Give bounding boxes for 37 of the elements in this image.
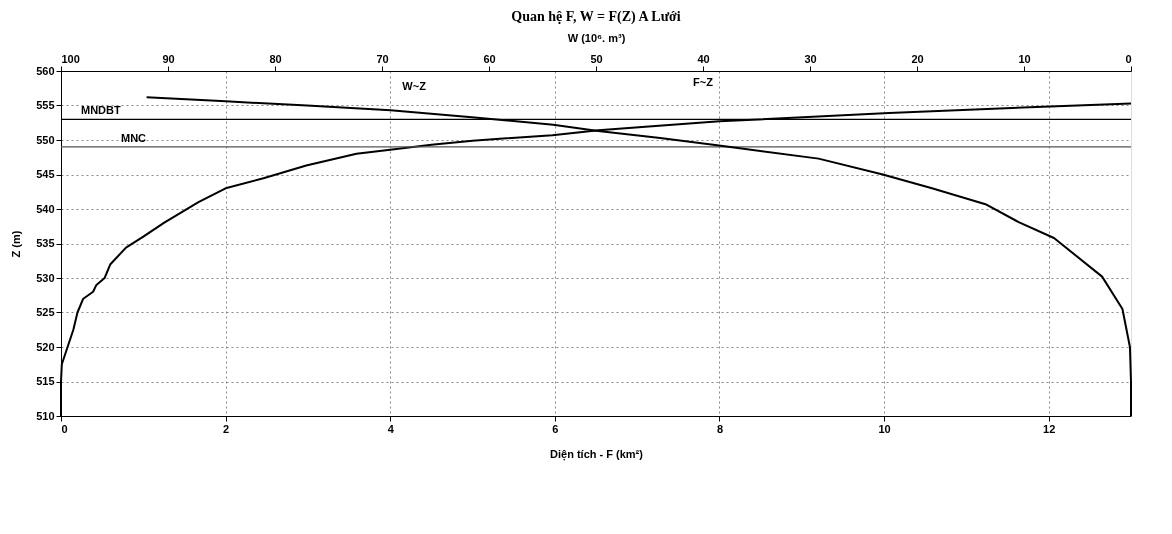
- x-tick-label: 0: [61, 422, 68, 435]
- x-tick-label: 10: [878, 422, 891, 435]
- y-tick-label: 550: [36, 133, 55, 146]
- x2-axis-title: W (10⁶. m³): [567, 31, 626, 44]
- x2-tick-label: 0: [1125, 52, 1132, 65]
- annotation: F~Z: [693, 76, 714, 89]
- x-tick-label: 2: [223, 422, 230, 435]
- y-tick-label: 515: [36, 375, 55, 387]
- x2-tick-label: 30: [804, 52, 817, 65]
- x2-tick-label: 50: [590, 52, 603, 65]
- x2-tick-label: 60: [483, 52, 496, 65]
- x-tick-label: 12: [1043, 422, 1056, 435]
- y-axis-title: Z (m): [10, 230, 23, 258]
- y-tick-label: 555: [36, 99, 55, 111]
- annotation: W~Z: [402, 79, 427, 92]
- x-tick-label: 6: [552, 422, 559, 435]
- x2-tick-label: 70: [376, 52, 389, 65]
- x2-tick-label: 90: [162, 52, 175, 65]
- ref-line-label: MNDBT: [81, 104, 121, 117]
- x-tick-label: 4: [387, 422, 395, 435]
- y-tick-label: 535: [36, 237, 55, 249]
- y-tick-label: 520: [36, 340, 55, 353]
- x2-tick-label: 100: [61, 52, 80, 65]
- x-tick-label: 8: [716, 422, 724, 435]
- y-tick-label: 545: [36, 168, 55, 180]
- x2-tick-label: 10: [1018, 52, 1031, 65]
- y-tick-label: 510: [36, 409, 55, 422]
- x2-tick-label: 20: [911, 52, 924, 65]
- y-tick-label: 525: [36, 306, 55, 318]
- ref-line-label: MNC: [121, 131, 147, 144]
- y-tick-label: 530: [36, 271, 55, 284]
- y-tick-label: 540: [36, 202, 55, 215]
- x2-tick-label: 40: [697, 52, 710, 65]
- x-axis-title: Diện tích - F (km²): [550, 447, 644, 461]
- x2-tick-label: 80: [269, 52, 282, 65]
- y-tick-label: 560: [36, 64, 55, 77]
- chart-title: Quan hệ F, W = F(Z) A Lưới: [511, 9, 681, 25]
